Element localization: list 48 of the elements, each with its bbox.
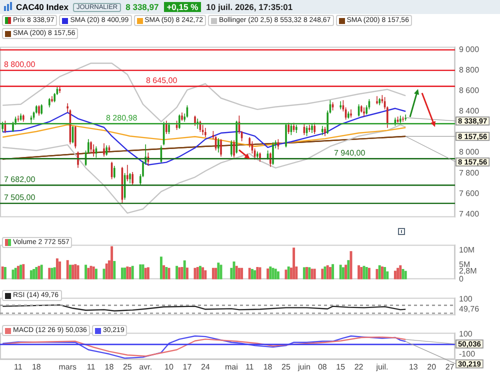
- y-tick-label: 7 600: [459, 188, 480, 198]
- y-tick-label: 10M: [459, 245, 475, 254]
- x-tick-label: 13: [408, 362, 418, 372]
- x-tick-label: 27: [445, 362, 455, 372]
- x-tick-label: 10: [164, 362, 174, 372]
- y-tick-label: 5M: [459, 260, 470, 269]
- text: 8 338,97: [126, 2, 159, 12]
- x-tick-label: 18: [32, 362, 42, 372]
- x-tick-label: 17: [182, 362, 192, 372]
- x-tick-label: 22: [354, 362, 364, 372]
- x-tick-label: 20: [427, 362, 437, 372]
- x-tick-label: 24: [200, 362, 210, 372]
- ref-line-label: 7 505,00: [4, 193, 36, 202]
- x-tick-label: juin: [296, 362, 310, 372]
- x-tick-label: avr.: [139, 362, 152, 372]
- y-tick-label: 9 000: [459, 45, 480, 54]
- y-tick-label: 8 800: [459, 66, 480, 75]
- x-tick-label: mars: [58, 362, 76, 372]
- y-tick-label: 49,76: [459, 304, 480, 314]
- x-tick-label: 08: [318, 362, 328, 372]
- ref-line-label: 7 682,00: [4, 174, 36, 184]
- x-tick-label: 11: [14, 362, 23, 372]
- y-tick-label: 8 400: [459, 106, 480, 116]
- y-tick-label: 100: [459, 294, 473, 304]
- x-tick-label: mai: [224, 362, 238, 372]
- y-tick-label: 7 800: [459, 168, 480, 178]
- y-tick-label: 2,8M: [459, 266, 478, 276]
- x-tick-label: 11: [245, 362, 254, 372]
- x-tick-label: 25: [122, 362, 132, 372]
- x-tick-label: 11: [86, 362, 96, 372]
- ref-line-label: 8 280,98: [106, 113, 138, 122]
- y-tick-label: 100: [459, 330, 473, 339]
- x-tick-label: 18: [263, 362, 273, 372]
- y-tick-label: 0: [459, 274, 464, 284]
- x-tick-label: juil.: [375, 362, 388, 372]
- text: 10 juil. 2026, 17:35:01: [206, 2, 293, 12]
- x-tick-label: 15: [336, 362, 346, 372]
- chart-title: CAC40 Index: [16, 2, 68, 12]
- y-tick-label: -100: [459, 350, 476, 359]
- ref-line-label: 7 940,00: [334, 148, 366, 158]
- y-tick-label: 7 400: [459, 209, 480, 218]
- y-tick-label: 8 000: [459, 148, 480, 157]
- y-tick-label: 8 600: [459, 86, 480, 96]
- ref-line-label: 8 645,00: [146, 76, 178, 86]
- ref-line-label: 8 800,00: [4, 60, 36, 70]
- x-tick-label: 25: [282, 362, 291, 372]
- x-tick-label: 18: [104, 362, 114, 372]
- text: +0,15 %: [164, 2, 202, 12]
